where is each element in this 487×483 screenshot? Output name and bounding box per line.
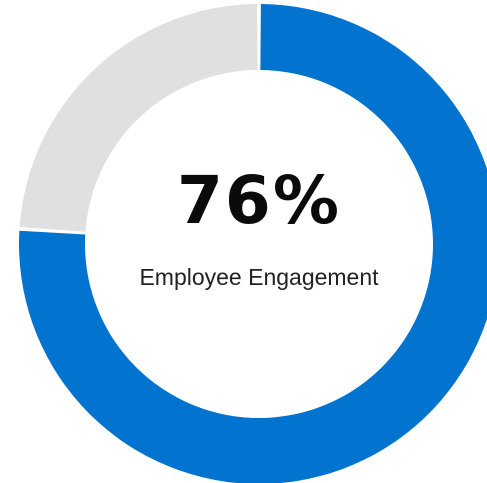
center-value: 76% [177,162,341,239]
center-label: Employee Engagement [139,264,379,290]
donut-slices [19,4,487,483]
slice-remaining [19,4,258,232]
